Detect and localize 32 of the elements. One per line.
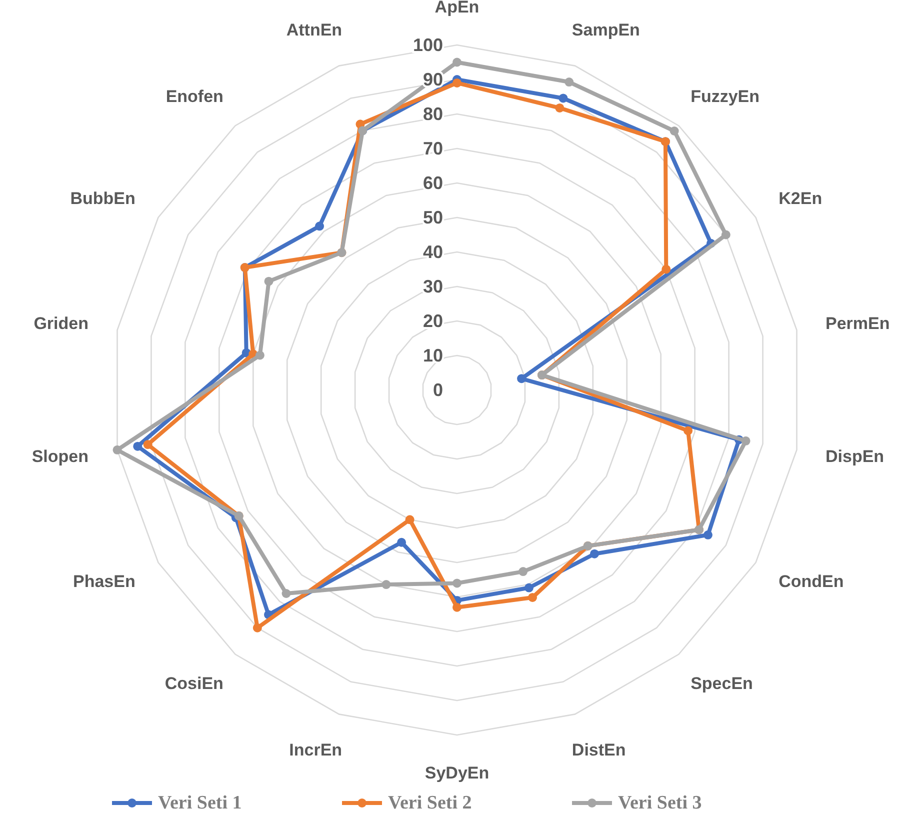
spoke-label: CosiEn xyxy=(164,674,224,693)
spoke-label: IncrEn xyxy=(289,740,342,760)
y-tick-label: 100 xyxy=(412,35,443,55)
y-tick-label: 60 xyxy=(422,173,443,193)
spoke-label: BubbEn xyxy=(70,189,136,208)
spoke-label: CondEn xyxy=(778,572,844,591)
spoke-label: PermEn xyxy=(825,314,890,333)
y-tick-label: 20 xyxy=(422,311,443,331)
spoke-label: FuzzyEn xyxy=(690,87,760,106)
legend-label: Veri Seti 1 xyxy=(158,792,242,814)
spoke-label: SyDyEn xyxy=(424,764,490,782)
legend-label: Veri Seti 2 xyxy=(388,792,472,814)
y-tick-label: 80 xyxy=(422,104,443,124)
y-tick-label: 10 xyxy=(422,346,443,366)
legend-label: Veri Seti 3 xyxy=(618,792,702,814)
y-tick-label: 70 xyxy=(422,138,443,158)
spoke-label: PhasEn xyxy=(73,572,136,591)
spoke-label: SampEn xyxy=(572,20,640,40)
spoke-label: AttnEn xyxy=(286,20,342,40)
spoke-label: DispEn xyxy=(825,447,884,466)
y-tick-label: 40 xyxy=(422,242,443,262)
spoke-label: Enofen xyxy=(166,87,224,106)
spoke-label: SpecEn xyxy=(690,674,753,693)
spoke-label: ApEn xyxy=(434,0,480,16)
spoke-label: DistEn xyxy=(572,740,626,760)
y-tick-label: 30 xyxy=(422,276,443,296)
spoke-label: Slopen xyxy=(32,447,89,466)
spoke-label: K2En xyxy=(778,189,822,208)
y-tick-label: 90 xyxy=(422,70,443,90)
y-tick-label: 50 xyxy=(422,208,443,228)
y-tick-label: 0 xyxy=(432,380,443,400)
spoke-label: Griden xyxy=(34,314,89,333)
